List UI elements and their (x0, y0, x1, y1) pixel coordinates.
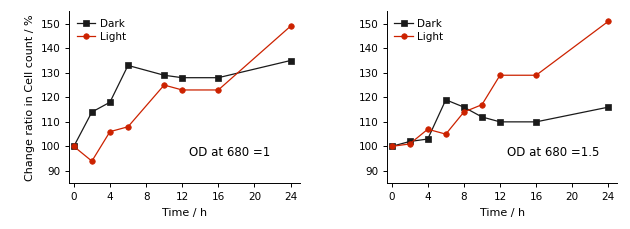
Dark (88, 111, 96, 113)
Line: Light: Light (389, 19, 611, 149)
Light (496, 74, 504, 77)
Line: Dark: Dark (71, 58, 294, 149)
Light (70, 145, 77, 148)
X-axis label: Time / h: Time / h (162, 208, 207, 218)
Dark (605, 106, 612, 109)
Dark (532, 120, 540, 123)
Light (605, 20, 612, 23)
Legend: Dark, Light: Dark, Light (392, 17, 445, 44)
Line: Light: Light (71, 23, 294, 164)
Dark (287, 59, 294, 62)
Light (388, 145, 396, 148)
Dark (478, 116, 486, 118)
Light (124, 125, 132, 128)
Dark (424, 138, 432, 140)
Dark (442, 98, 450, 101)
Light (161, 84, 168, 86)
Dark (70, 145, 77, 148)
Light (287, 25, 294, 27)
Text: OD at 680 =1.5: OD at 680 =1.5 (507, 146, 599, 159)
Dark (215, 76, 222, 79)
Dark (496, 120, 504, 123)
Light (478, 103, 486, 106)
Light (406, 143, 413, 145)
Light (106, 130, 114, 133)
Light (88, 160, 96, 163)
Dark (161, 74, 168, 77)
Text: OD at 680 =1: OD at 680 =1 (189, 146, 270, 159)
Light (460, 111, 467, 113)
Dark (406, 140, 413, 143)
Legend: Dark, Light: Dark, Light (74, 17, 128, 44)
Y-axis label: Change ratio in Cell count / %: Change ratio in Cell count / % (25, 14, 35, 181)
Dark (124, 64, 132, 67)
Light (442, 133, 450, 136)
Dark (388, 145, 396, 148)
Line: Dark: Dark (389, 97, 611, 149)
X-axis label: Time / h: Time / h (479, 208, 525, 218)
Light (532, 74, 540, 77)
Light (215, 89, 222, 91)
Light (424, 128, 432, 131)
Dark (106, 101, 114, 104)
Light (178, 89, 186, 91)
Dark (178, 76, 186, 79)
Dark (460, 106, 467, 109)
